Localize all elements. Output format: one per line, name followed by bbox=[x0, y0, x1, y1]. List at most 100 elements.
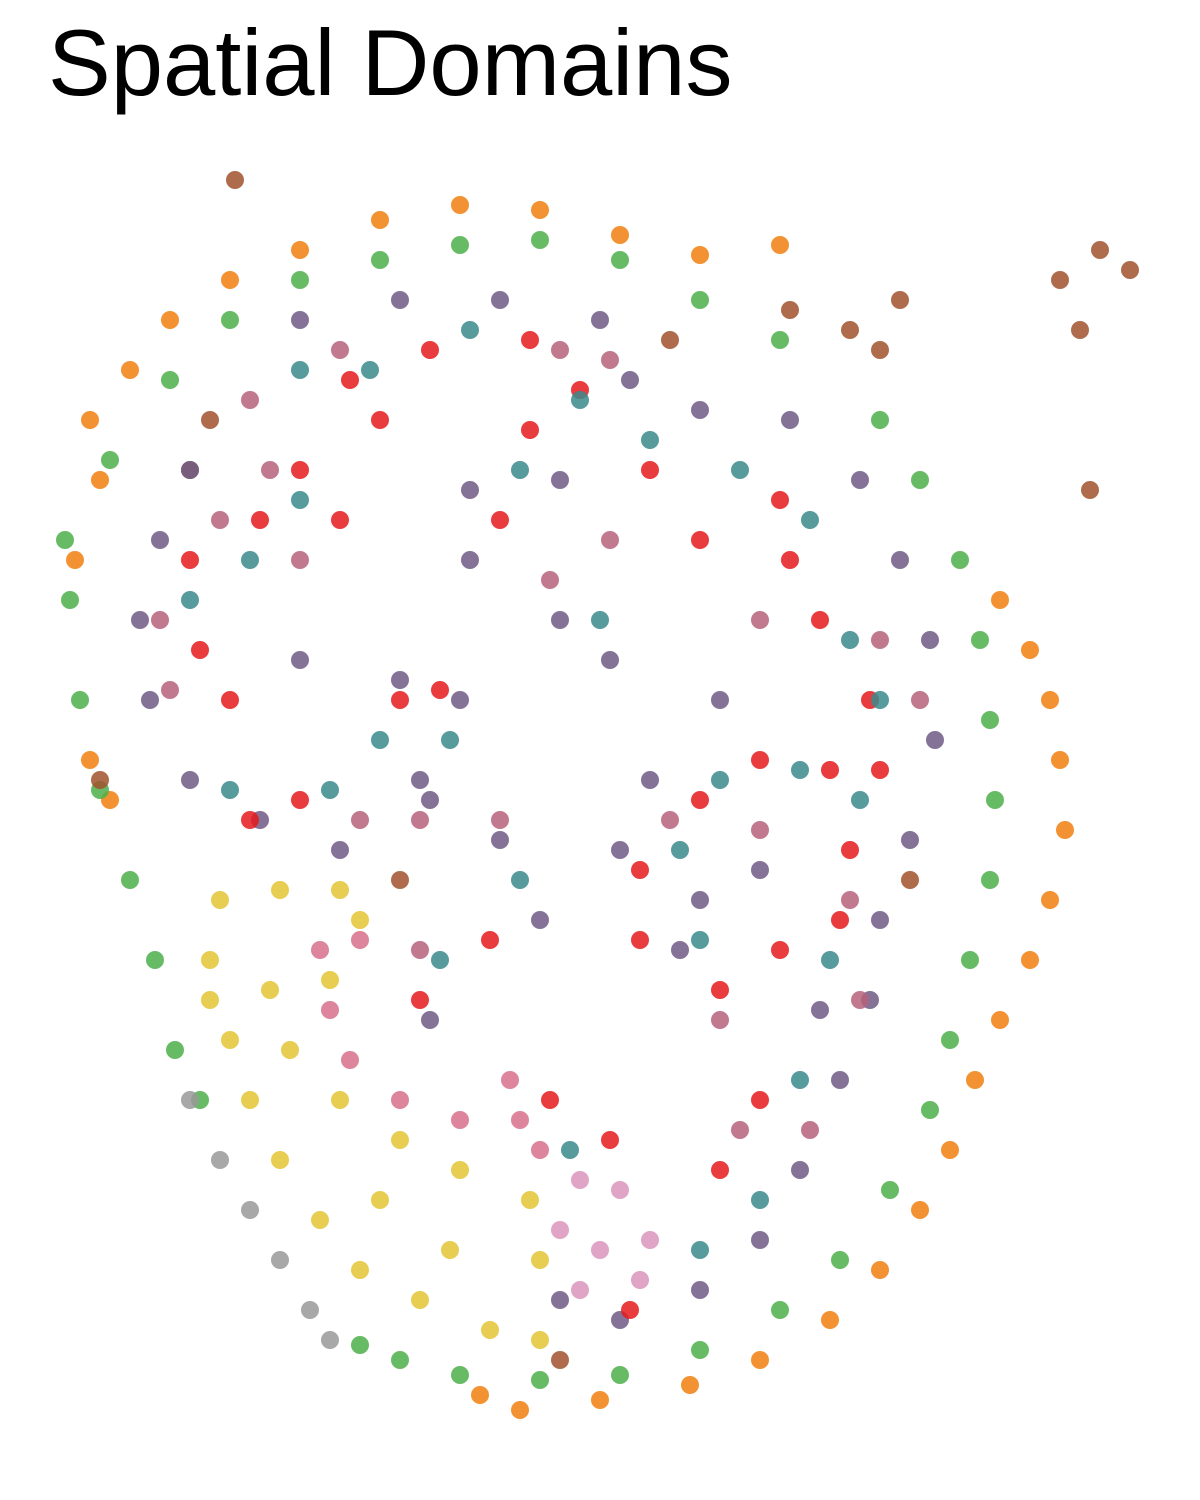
spot bbox=[491, 811, 509, 829]
spot bbox=[591, 311, 609, 329]
spot bbox=[301, 1301, 319, 1319]
spot bbox=[211, 1151, 229, 1169]
spot bbox=[271, 881, 289, 899]
spot bbox=[321, 1331, 339, 1349]
spot bbox=[611, 226, 629, 244]
spot bbox=[161, 681, 179, 699]
spot bbox=[271, 1251, 289, 1269]
spot bbox=[631, 1271, 649, 1289]
spot bbox=[921, 631, 939, 649]
spot bbox=[331, 881, 349, 899]
spot bbox=[491, 291, 509, 309]
spot bbox=[811, 611, 829, 629]
spot bbox=[61, 591, 79, 609]
spot bbox=[711, 771, 729, 789]
spot bbox=[891, 291, 909, 309]
spot bbox=[771, 491, 789, 509]
spot bbox=[391, 1091, 409, 1109]
spot bbox=[201, 411, 219, 429]
spot bbox=[201, 991, 219, 1009]
spot bbox=[551, 1291, 569, 1309]
spot bbox=[1081, 481, 1099, 499]
spot bbox=[691, 891, 709, 909]
spot bbox=[926, 731, 944, 749]
spot bbox=[411, 991, 429, 1009]
spot bbox=[911, 691, 929, 709]
spot bbox=[341, 1051, 359, 1069]
spot bbox=[731, 1121, 749, 1139]
spot bbox=[521, 1191, 539, 1209]
spot bbox=[81, 411, 99, 429]
spot bbox=[591, 1391, 609, 1409]
spot bbox=[691, 291, 709, 309]
spot bbox=[451, 1111, 469, 1129]
spot bbox=[1021, 641, 1039, 659]
spot bbox=[781, 301, 799, 319]
spot bbox=[791, 761, 809, 779]
spot bbox=[411, 941, 429, 959]
spot bbox=[841, 891, 859, 909]
spot bbox=[181, 1091, 199, 1109]
spot bbox=[871, 691, 889, 709]
spot bbox=[571, 391, 589, 409]
spot bbox=[241, 811, 259, 829]
spot bbox=[391, 871, 409, 889]
spot bbox=[241, 1091, 259, 1109]
spot bbox=[441, 1241, 459, 1259]
spot bbox=[831, 1251, 849, 1269]
spot bbox=[291, 241, 309, 259]
spot bbox=[571, 1171, 589, 1189]
spot bbox=[351, 911, 369, 929]
spot bbox=[691, 246, 709, 264]
spot bbox=[781, 551, 799, 569]
spot bbox=[411, 771, 429, 789]
spot bbox=[241, 551, 259, 569]
spot bbox=[181, 771, 199, 789]
spot bbox=[551, 1351, 569, 1369]
spot bbox=[991, 591, 1009, 609]
spot bbox=[341, 371, 359, 389]
spot bbox=[221, 311, 239, 329]
spot bbox=[291, 271, 309, 289]
spot bbox=[611, 251, 629, 269]
spot bbox=[481, 931, 499, 949]
spot bbox=[711, 981, 729, 999]
spot bbox=[361, 361, 379, 379]
spot bbox=[871, 411, 889, 429]
spot bbox=[521, 421, 539, 439]
spot bbox=[1091, 241, 1109, 259]
spot bbox=[791, 1071, 809, 1089]
spot bbox=[291, 311, 309, 329]
spot bbox=[711, 1161, 729, 1179]
spot bbox=[691, 531, 709, 549]
spot bbox=[751, 611, 769, 629]
spot bbox=[601, 1131, 619, 1149]
spot bbox=[131, 611, 149, 629]
spot bbox=[501, 1071, 519, 1089]
spot bbox=[851, 471, 869, 489]
spot bbox=[951, 551, 969, 569]
spot bbox=[871, 631, 889, 649]
spot bbox=[981, 711, 999, 729]
spot bbox=[611, 1366, 629, 1384]
spot bbox=[631, 861, 649, 879]
spot bbox=[411, 1291, 429, 1309]
spot bbox=[911, 1201, 929, 1219]
spot bbox=[671, 841, 689, 859]
spot bbox=[911, 471, 929, 489]
spot bbox=[801, 511, 819, 529]
spot bbox=[121, 361, 139, 379]
spot bbox=[601, 531, 619, 549]
spot bbox=[831, 911, 849, 929]
spot bbox=[221, 271, 239, 289]
spot bbox=[291, 491, 309, 509]
spot bbox=[371, 211, 389, 229]
spot bbox=[371, 1191, 389, 1209]
spot bbox=[181, 551, 199, 569]
spot bbox=[531, 1371, 549, 1389]
spot bbox=[661, 811, 679, 829]
spot bbox=[211, 891, 229, 909]
spot bbox=[511, 461, 529, 479]
spot bbox=[621, 1301, 639, 1319]
